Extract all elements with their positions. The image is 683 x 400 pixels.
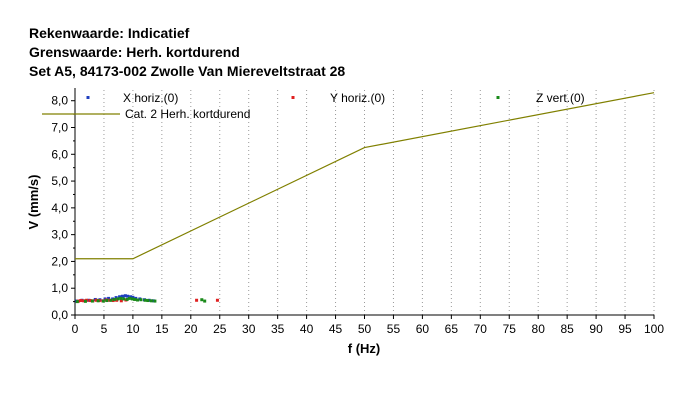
title-grenswaarde: Grenswaarde: Herh. kortdurend xyxy=(29,44,240,60)
y-tick-label: 3,0 xyxy=(51,228,68,242)
data-point-x-horiz xyxy=(118,295,122,299)
data-point-x-horiz xyxy=(151,299,155,303)
x-tick-label: 100 xyxy=(644,322,664,336)
grid xyxy=(103,90,655,315)
x-tick-label: 80 xyxy=(532,322,546,336)
data-point-x-horiz xyxy=(126,294,130,298)
y-tick-label: 8,0 xyxy=(51,94,68,108)
data-point-z-vert xyxy=(200,298,204,302)
y-tick-label: 1,0 xyxy=(51,281,68,295)
data-point-z-vert xyxy=(116,297,120,301)
data-point-z-vert xyxy=(105,299,109,303)
data-point-z-vert xyxy=(146,299,150,303)
data-point-z-vert xyxy=(130,297,134,301)
x-tick-label: 10 xyxy=(126,322,140,336)
data-point-z-vert xyxy=(122,297,126,301)
limit-line xyxy=(75,92,655,260)
data-point-y-horiz xyxy=(79,299,83,303)
x-tick-label: 85 xyxy=(560,322,574,336)
data-point-y-horiz xyxy=(195,298,199,302)
axes: 0 5 10 15 20 25 30 35 40 45 50 55 60 65 70 75 80 85 90 95 10… xyxy=(51,88,664,336)
legend: X horiz.(0) Y horiz.(0) Z vert.(0) Cat. 2 H… xyxy=(42,91,585,121)
x-tick-label: 60 xyxy=(416,322,430,336)
x-tick-label: 15 xyxy=(155,322,169,336)
data-point-y-horiz xyxy=(215,298,219,302)
data-point-z-vert xyxy=(149,299,153,303)
data-point-y-horiz xyxy=(94,298,98,302)
y-tick-label: 5,0 xyxy=(51,174,68,188)
title-rekenwaarde: Rekenwaarde: Indicatief xyxy=(29,25,190,41)
data-point-z-vert xyxy=(136,298,140,302)
legend-marker-x-horiz xyxy=(86,96,90,99)
data-point-z-vert xyxy=(133,297,137,301)
data-point-z-vert xyxy=(112,297,116,301)
legend-label-limit-line: Cat. 2 Herh. kortdurend xyxy=(125,107,250,121)
data-point-x-horiz xyxy=(111,297,115,301)
legend-label-z-vert: Z vert.(0) xyxy=(536,91,585,105)
data-point-z-vert xyxy=(119,296,123,300)
data-point-z-vert xyxy=(101,299,105,303)
data-point-z-vert xyxy=(109,298,113,302)
data-point-y-horiz xyxy=(82,299,86,303)
x-tick-label: 25 xyxy=(213,322,227,336)
y-axis-title: V (mm/s) xyxy=(26,175,41,230)
legend-marker-y-horiz xyxy=(291,96,295,99)
x-tick-label: 95 xyxy=(618,322,632,336)
data-point-z-vert xyxy=(96,299,100,303)
y-tick-label: 2,0 xyxy=(51,254,68,268)
data-point-z-vert xyxy=(203,299,207,303)
data-point-z-vert xyxy=(143,298,147,302)
legend-label-x-horiz: X horiz.(0) xyxy=(123,91,178,105)
data-point-x-horiz xyxy=(131,295,135,299)
data-point-z-vert xyxy=(125,297,129,301)
x-tick-label: 40 xyxy=(300,322,314,336)
x-tick-label: 65 xyxy=(445,322,459,336)
x-tick-label: 0 xyxy=(72,322,79,336)
points-layer xyxy=(75,294,219,304)
x-tick-label: 5 xyxy=(101,322,108,336)
data-point-x-horiz xyxy=(114,296,118,300)
title-set: Set A5, 84173-002 Zwolle Van Miereveltst… xyxy=(29,63,346,79)
y-tick-label: 6,0 xyxy=(51,147,68,161)
data-point-z-vert xyxy=(75,300,79,304)
x-tick-label: 35 xyxy=(271,322,285,336)
data-point-y-horiz xyxy=(88,299,92,303)
x-tick-label: 75 xyxy=(503,322,517,336)
x-tick-label: 20 xyxy=(184,322,198,336)
x-tick-label: 90 xyxy=(589,322,603,336)
limit-line-layer xyxy=(75,92,655,260)
data-point-z-vert xyxy=(139,298,143,302)
x-tick-label: 70 xyxy=(474,322,488,336)
legend-label-y-horiz: Y horiz.(0) xyxy=(330,91,385,105)
data-point-z-vert xyxy=(153,299,157,303)
x-axis-title: f (Hz) xyxy=(348,341,381,356)
y-tick-label: 0,0 xyxy=(51,308,68,322)
data-point-x-horiz xyxy=(107,296,111,300)
chart-titles: Rekenwaarde: Indicatief Grenswaarde: Her… xyxy=(29,24,345,81)
data-point-z-vert xyxy=(83,299,87,303)
x-tick-label: 55 xyxy=(387,322,401,336)
data-point-x-horiz xyxy=(123,294,127,298)
data-point-z-vert xyxy=(90,299,94,303)
x-tick-label: 50 xyxy=(358,322,372,336)
data-point-x-horiz xyxy=(129,295,133,299)
data-point-x-horiz xyxy=(120,294,124,298)
legend-marker-z-vert xyxy=(496,96,500,99)
data-point-z-vert xyxy=(127,296,131,300)
data-point-y-horiz xyxy=(119,299,123,303)
x-tick-label: 30 xyxy=(242,322,256,336)
x-tick-label: 45 xyxy=(329,322,343,336)
y-tick-label: 4,0 xyxy=(51,201,68,215)
y-tick-label: 7,0 xyxy=(51,121,68,135)
